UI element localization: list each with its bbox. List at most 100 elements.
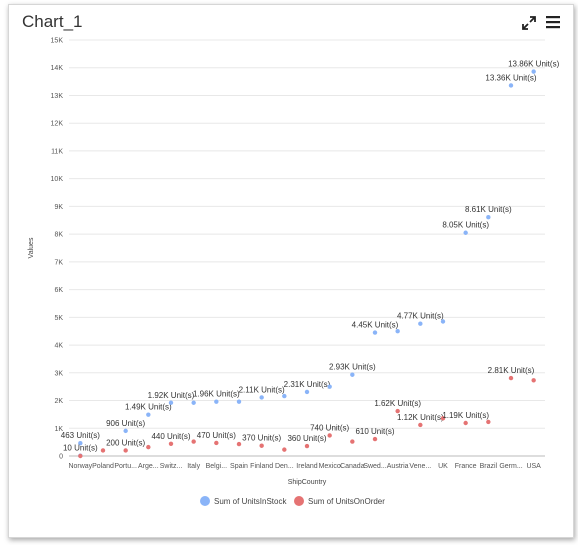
y-tick-label: 4K <box>54 343 63 350</box>
data-label: 740 Unit(s) <box>310 423 349 432</box>
hamburger-menu-icon[interactable] <box>545 14 561 30</box>
data-point <box>123 448 128 453</box>
y-tick-label: 7K <box>54 259 63 266</box>
data-label: 440 Unit(s) <box>151 432 190 441</box>
data-point <box>168 400 174 405</box>
data-point <box>418 422 423 428</box>
data-point <box>531 69 536 74</box>
data-point <box>418 321 423 326</box>
data-point <box>350 372 355 377</box>
x-tick-label: Belgi... <box>206 463 227 470</box>
data-label: 10 Unit(s) <box>63 444 98 453</box>
y-tick-label: 6K <box>54 287 63 294</box>
data-point <box>372 436 378 442</box>
data-point <box>440 416 446 421</box>
y-tick-label: 13K <box>51 93 64 100</box>
data-point <box>78 440 83 446</box>
y-tick-label: 10K <box>51 176 64 183</box>
data-label: 360 Unit(s) <box>287 434 326 443</box>
data-point <box>168 441 174 446</box>
data-point <box>191 439 196 444</box>
data-label: 4.77K Unit(s) <box>397 312 444 321</box>
x-tick-label: France <box>455 463 477 470</box>
x-tick-label: Austria <box>387 463 409 470</box>
y-tick-label: 14K <box>51 65 64 72</box>
y-tick-label: 3K <box>54 370 63 377</box>
data-point <box>531 378 536 383</box>
y-axis-title: Values <box>28 237 35 258</box>
x-tick-label: Ireland <box>296 463 318 470</box>
data-point <box>146 412 151 417</box>
data-label: 2.11K Unit(s) <box>239 385 285 394</box>
data-point <box>486 215 491 220</box>
y-tick-label: 12K <box>51 121 64 128</box>
data-label: 8.61K Unit(s) <box>465 205 512 214</box>
data-point <box>236 441 242 447</box>
data-point <box>214 440 219 446</box>
x-tick-label: Poland <box>92 463 114 470</box>
data-point <box>146 444 151 450</box>
data-label: 1.19K Unit(s) <box>442 411 489 420</box>
y-tick-label: 1K <box>54 426 63 433</box>
data-point <box>191 400 196 405</box>
x-tick-label: Portu... <box>114 463 137 470</box>
data-point <box>304 389 310 395</box>
scatter-chart: 0 1K 2K 3K 4K 5K 6K 7K 8K 9K 10K 11K 12K 13K 14K 15K Nor… <box>28 38 560 506</box>
data-point <box>236 399 242 404</box>
x-tick-label: Canada <box>340 463 365 470</box>
y-tick-label: 15K <box>51 38 64 45</box>
data-point <box>327 433 332 438</box>
y-tick-label: 11K <box>51 148 63 155</box>
data-label: 13.36K Unit(s) <box>485 73 536 82</box>
x-tick-label: Spain <box>230 463 248 470</box>
data-label: 2.81K Unit(s) <box>488 366 535 375</box>
x-tick-label: Arge... <box>138 463 159 470</box>
data-label: 610 Unit(s) <box>355 427 394 436</box>
data-point <box>259 443 264 448</box>
data-point <box>508 375 514 381</box>
legend-label: Sum of UnitsOnOrder <box>308 497 385 506</box>
legend-marker <box>294 496 304 506</box>
expand-arrows-icon[interactable] <box>521 15 537 31</box>
data-label: 13.86K Unit(s) <box>508 60 559 69</box>
data-point <box>327 384 332 389</box>
x-tick-label: Norway <box>68 463 92 470</box>
data-label: 8.05K Unit(s) <box>442 221 489 230</box>
data-point <box>463 230 468 235</box>
legend-label: Sum of UnitsInStock <box>214 497 287 506</box>
x-tick-label: USA <box>526 463 541 470</box>
y-tick-label: 8K <box>54 232 63 239</box>
data-label: 2.31K Unit(s) <box>284 380 331 389</box>
legend-marker <box>200 496 210 506</box>
y-tick-label: 0 <box>59 454 63 461</box>
data-label: 463 Unit(s) <box>61 431 100 440</box>
chart-panel: Chart_1 0 1K 2K 3K 4K 5K 6K 7K 8K 9K 10K 11K 12K 13K 1… <box>8 4 574 538</box>
data-label: 1.96K Unit(s) <box>193 390 240 399</box>
x-tick-label: Italy <box>187 463 200 470</box>
data-point <box>350 439 355 444</box>
x-tick-label: Finland <box>250 463 273 470</box>
data-label: 2.93K Unit(s) <box>329 363 376 372</box>
x-tick-label: Germ... <box>499 463 522 470</box>
data-point <box>214 399 219 404</box>
data-label: 906 Unit(s) <box>106 419 145 428</box>
y-tick-label: 5K <box>54 315 63 322</box>
data-label: 370 Unit(s) <box>242 434 281 443</box>
data-point <box>304 443 310 449</box>
data-point <box>259 395 264 400</box>
chart-title: Chart_1 <box>22 12 83 31</box>
y-tick-label: 2K <box>54 398 63 405</box>
data-label: 4.45K Unit(s) <box>352 321 399 330</box>
x-tick-label: UK <box>438 463 448 470</box>
data-point <box>282 393 287 399</box>
data-point <box>372 330 378 335</box>
x-tick-label: Vene... <box>409 463 431 470</box>
data-label: 200 Unit(s) <box>106 438 145 447</box>
data-point <box>486 419 491 425</box>
data-point <box>100 448 106 453</box>
data-point <box>123 428 128 434</box>
data-label: 1.49K Unit(s) <box>125 403 172 412</box>
data-point <box>282 447 287 452</box>
x-axis-title: ShipCountry <box>288 479 327 486</box>
x-tick-label: Brazil <box>480 463 498 470</box>
